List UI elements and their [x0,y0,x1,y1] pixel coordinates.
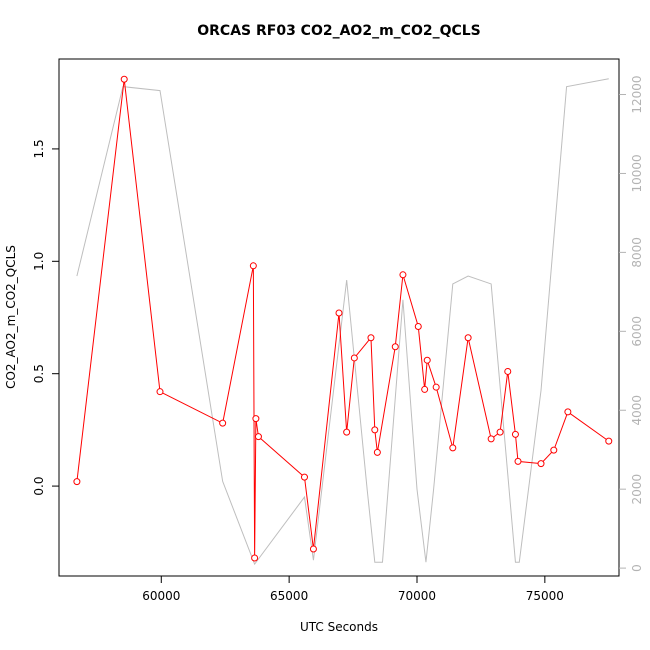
y-axis: 0.0 0.5 1.0 1.5 [32,139,59,496]
x-tick-label: 75000 [526,589,564,603]
y2-tick-label: 10000 [630,154,644,192]
y2-tick-label: 2000 [630,474,644,505]
x-axis: 60000 65000 70000 75000 [142,576,564,603]
data-point [249,262,257,270]
data-point [605,437,613,445]
data-point [432,383,440,391]
data-point [300,473,308,481]
secondary-series [76,78,609,566]
data-point [487,435,495,443]
data-point [350,354,358,362]
data-point [335,309,343,317]
y2-axis: 0 2000 4000 6000 8000 10000 12000 [619,75,644,572]
data-point [449,444,457,452]
y2-tick-label: 12000 [630,75,644,113]
data-point [464,334,472,342]
data-point [367,334,375,342]
data-point [550,446,558,454]
y-tick-label: 1.0 [32,252,46,271]
data-point [120,75,128,83]
data-point [421,385,429,393]
data-point [391,343,399,351]
y2-tick-label: 6000 [630,316,644,347]
plot-frame [58,58,620,577]
data-point [309,545,317,553]
y-axis-label: CO2_AO2_m_CO2_QCLS [4,245,18,389]
x-tick-label: 60000 [142,589,180,603]
x-tick-label: 65000 [270,589,308,603]
y2-tick-label: 4000 [630,395,644,426]
chart-title: ORCAS RF03 CO2_AO2_m_CO2_QCLS [197,23,481,39]
x-tick-label: 70000 [398,589,436,603]
data-point [496,428,504,436]
y-tick-label: 1.5 [32,139,46,158]
data-point [504,367,512,375]
y-tick-label: 0.0 [32,477,46,496]
data-point [514,457,522,465]
data-point [156,388,164,396]
data-point [371,426,379,434]
secondary-series-line [76,78,609,566]
data-point [73,478,81,486]
data-point [537,460,545,468]
y2-tick-label: 0 [630,564,644,572]
data-point [219,419,227,427]
data-point [511,430,519,438]
y2-tick-label: 8000 [630,237,644,268]
data-point [373,448,381,456]
data-point [423,356,431,364]
x-axis-label: UTC Seconds [300,620,378,634]
data-point [343,428,351,436]
data-point [399,271,407,279]
y-tick-label: 0.5 [32,364,46,383]
data-point [252,415,260,423]
data-point [414,322,422,330]
primary-series [73,75,613,562]
data-point [251,554,259,562]
data-point [564,408,572,416]
data-point [254,433,262,441]
